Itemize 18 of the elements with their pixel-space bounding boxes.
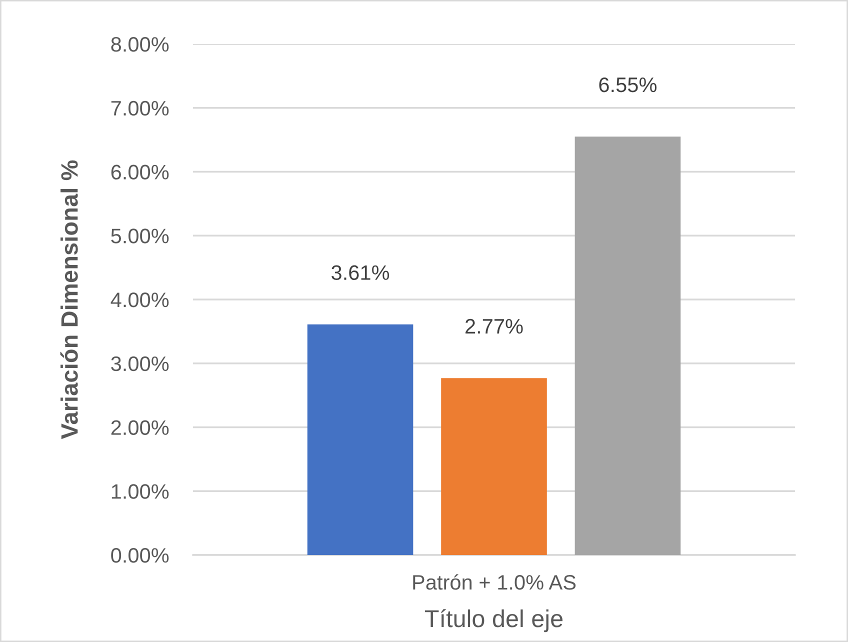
bar <box>574 136 681 555</box>
y-tick-label: 5.00% <box>111 228 169 244</box>
data-label: 2.77% <box>466 318 523 334</box>
bar <box>441 378 547 555</box>
y-tick-label: 7.00% <box>111 100 169 116</box>
y-tick-label: 4.00% <box>110 292 169 308</box>
y-tick-label: 3.00% <box>111 356 169 372</box>
x-tick-label: Patrón + 1.0% AS <box>413 574 576 590</box>
bar <box>307 324 414 555</box>
y-tick-label: 2.00% <box>111 420 169 436</box>
y-tick-label: 8.00% <box>111 37 169 52</box>
y-tick-label: 1.00% <box>112 484 169 499</box>
data-label: 6.55% <box>599 77 657 92</box>
data-label: 3.61% <box>332 265 390 280</box>
y-tick-label: 6.00% <box>111 164 169 180</box>
y-axis-title: Variación Dimensional % <box>60 160 78 440</box>
x-axis-title: Título del eje <box>424 609 563 632</box>
y-tick-label: 0.00% <box>111 548 169 563</box>
